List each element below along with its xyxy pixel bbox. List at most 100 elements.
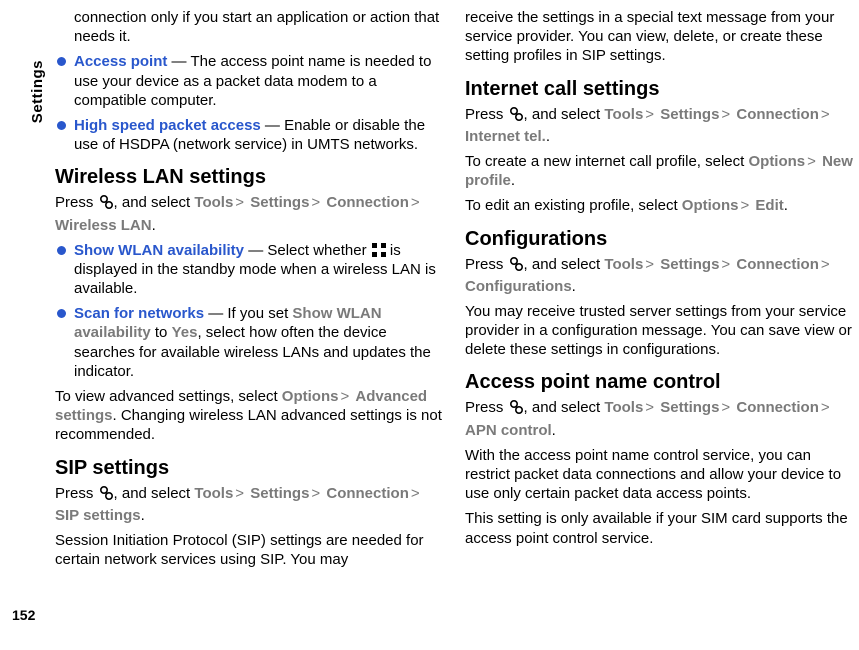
- text: Press: [465, 256, 508, 273]
- text: , and select: [114, 194, 195, 211]
- left-column: connection only if you start an applicat…: [55, 8, 447, 575]
- bullet-show-wlan: Show WLAN availability — Select whether …: [55, 241, 447, 299]
- dot: .: [784, 197, 788, 214]
- gt-icon: >: [409, 485, 422, 502]
- gt-icon: >: [738, 197, 751, 214]
- dot: .: [141, 507, 145, 524]
- bullet-icon: [57, 246, 66, 255]
- gt-icon: >: [719, 256, 732, 273]
- gt-icon: >: [309, 194, 322, 211]
- text: To edit an existing profile, select: [465, 197, 682, 214]
- menu-options: Options: [682, 197, 739, 214]
- gt-icon: >: [819, 256, 832, 273]
- text: Press: [55, 485, 98, 502]
- menu-tools: Tools: [604, 399, 643, 416]
- text: — If you set: [204, 305, 292, 322]
- menu-tools: Tools: [604, 256, 643, 273]
- gt-icon: >: [643, 106, 656, 123]
- text: , and select: [524, 399, 605, 416]
- heading-sip-settings: SIP settings: [55, 457, 447, 480]
- menu-connection: Connection: [736, 106, 819, 123]
- menu-connection: Connection: [736, 399, 819, 416]
- apn-sim-note: This setting is only available if your S…: [465, 509, 857, 547]
- menu-connection: Connection: [326, 194, 409, 211]
- wlan-nav-path: Press , and select Tools> Settings> Conn…: [55, 193, 447, 234]
- bullet-icon: [57, 121, 66, 130]
- text: — Select whether: [244, 242, 371, 259]
- text: to: [151, 324, 172, 341]
- menu-tools: Tools: [194, 485, 233, 502]
- menu-apn-control: APN control: [465, 422, 552, 439]
- continuation-text: connection only if you start an applicat…: [74, 8, 447, 46]
- sidebar-section-label: Settings: [29, 60, 46, 123]
- text: Press: [465, 106, 508, 123]
- gt-icon: >: [338, 388, 351, 405]
- bullet-icon: [57, 309, 66, 318]
- gt-icon: >: [309, 485, 322, 502]
- text: Press: [465, 399, 508, 416]
- text: , and select: [524, 256, 605, 273]
- gt-icon: >: [719, 106, 732, 123]
- gt-icon: >: [233, 485, 246, 502]
- gt-icon: >: [233, 194, 246, 211]
- intcall-nav-path: Press , and select Tools> Settings> Conn…: [465, 105, 857, 146]
- bullet-access-point: Access point — The access point name is …: [55, 52, 447, 110]
- menu-settings: Settings: [250, 194, 309, 211]
- term-hspa: High speed packet access: [74, 117, 261, 134]
- menu-connection: Connection: [326, 485, 409, 502]
- wlan-indicator-icon: [372, 243, 386, 257]
- dot: .: [572, 278, 576, 295]
- term-access-point: Access point: [74, 53, 167, 70]
- menu-settings: Settings: [660, 399, 719, 416]
- ref-yes: Yes: [172, 324, 198, 341]
- sip-nav-path: Press , and select Tools> Settings> Conn…: [55, 484, 447, 525]
- dot: .: [546, 128, 550, 145]
- heading-wlan-settings: Wireless LAN settings: [55, 166, 447, 189]
- gt-icon: >: [643, 399, 656, 416]
- menu-sip-settings: SIP settings: [55, 507, 141, 524]
- menu-key-icon: [508, 106, 524, 127]
- text: To create a new internet call profile, s…: [465, 153, 748, 170]
- menu-edit: Edit: [755, 197, 783, 214]
- heading-apn-control: Access point name control: [465, 371, 857, 394]
- text: , and select: [524, 106, 605, 123]
- dot: .: [552, 422, 556, 439]
- apn-description: With the access point name control servi…: [465, 446, 857, 504]
- page-number: 152: [12, 607, 35, 623]
- menu-key-icon: [508, 256, 524, 277]
- gt-icon: >: [719, 399, 732, 416]
- menu-key-icon: [98, 485, 114, 506]
- bullet-scan-networks: Scan for networks — If you set Show WLAN…: [55, 304, 447, 381]
- menu-options: Options: [748, 153, 805, 170]
- gt-icon: >: [819, 399, 832, 416]
- heading-configurations: Configurations: [465, 228, 857, 251]
- text: , and select: [114, 485, 195, 502]
- menu-internet-tel: Internet tel.: [465, 128, 546, 145]
- text: To view advanced settings, select: [55, 388, 282, 405]
- gt-icon: >: [805, 153, 818, 170]
- bullet-hspa: High speed packet access — Enable or dis…: [55, 116, 447, 154]
- bullet-icon: [57, 57, 66, 66]
- menu-settings: Settings: [660, 106, 719, 123]
- heading-internet-call: Internet call settings: [465, 78, 857, 101]
- sip-continuation: receive the settings in a special text m…: [465, 8, 857, 66]
- menu-options: Options: [282, 388, 339, 405]
- menu-configurations: Configurations: [465, 278, 572, 295]
- gt-icon: >: [819, 106, 832, 123]
- menu-key-icon: [508, 399, 524, 420]
- dot: .: [511, 172, 515, 189]
- menu-tools: Tools: [194, 194, 233, 211]
- dot: .: [152, 217, 156, 234]
- text: Press: [55, 194, 98, 211]
- menu-settings: Settings: [250, 485, 309, 502]
- text: . Changing wireless LAN advanced setting…: [55, 407, 442, 443]
- content-columns: connection only if you start an applicat…: [55, 8, 857, 575]
- intcall-edit-profile: To edit an existing profile, select Opti…: [465, 196, 857, 215]
- menu-tools: Tools: [604, 106, 643, 123]
- term-show-wlan: Show WLAN availability: [74, 242, 244, 259]
- config-description: You may receive trusted server settings …: [465, 302, 857, 360]
- intcall-new-profile: To create a new internet call profile, s…: [465, 152, 857, 190]
- config-nav-path: Press , and select Tools> Settings> Conn…: [465, 255, 857, 296]
- gt-icon: >: [409, 194, 422, 211]
- menu-settings: Settings: [660, 256, 719, 273]
